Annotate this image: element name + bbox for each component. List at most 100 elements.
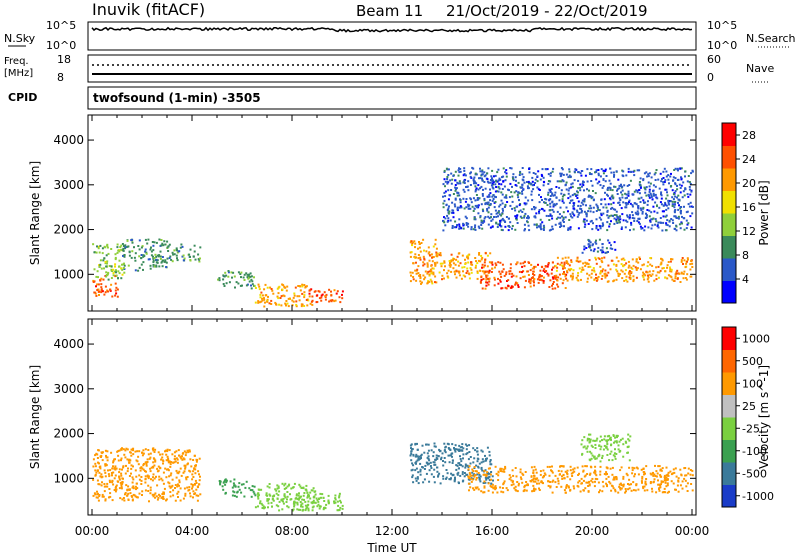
range-gate-cell <box>138 478 141 481</box>
range-gate-cell <box>237 485 240 488</box>
range-gate-cell <box>630 483 632 486</box>
range-gate-cell <box>149 248 152 251</box>
range-gate-cell <box>662 267 665 269</box>
range-gate-cell <box>573 467 576 470</box>
range-gate-cell <box>618 184 621 187</box>
range-gate-cell <box>181 455 183 458</box>
range-gate-cell <box>459 205 462 208</box>
range-gate-cell <box>674 167 677 170</box>
range-gate-cell <box>681 196 684 199</box>
range-gate-cell <box>612 214 614 217</box>
range-gate-cell <box>672 468 675 471</box>
range-gate-cell <box>585 204 587 207</box>
range-gate-cell <box>534 172 537 175</box>
range-gate-cell <box>132 453 135 456</box>
range-gate-cell <box>560 189 563 192</box>
range-gate-cell <box>615 218 618 221</box>
range-gate-cell <box>181 255 184 258</box>
range-gate-cell <box>488 450 491 453</box>
range-gate-cell <box>308 295 311 298</box>
range-gate-cell <box>680 473 683 476</box>
range-gate-cell <box>687 195 690 198</box>
range-gate-cell <box>555 276 558 279</box>
range-gate-cell <box>556 210 559 213</box>
range-gate-cell <box>561 257 564 260</box>
colorbar-swatch <box>722 439 736 463</box>
range-gate-cell <box>110 248 113 250</box>
range-gate-cell <box>541 476 544 479</box>
range-gate-cell <box>547 180 550 182</box>
range-gate-cell <box>473 180 476 183</box>
range-gate-cell <box>164 260 167 263</box>
range-gate-cell <box>442 219 444 222</box>
range-gate-cell <box>676 196 678 199</box>
range-gate-cell <box>665 466 668 469</box>
range-gate-cell <box>168 257 171 259</box>
range-gate-cell <box>505 169 508 172</box>
range-gate-cell <box>232 271 235 274</box>
range-gate-cell <box>416 459 419 462</box>
range-gate-cell <box>613 452 616 455</box>
data-region <box>254 482 318 512</box>
range-gate-cell <box>584 487 587 490</box>
range-gate-cell <box>487 215 490 218</box>
range-gate-cell <box>678 183 681 186</box>
range-gate-cell <box>450 270 453 273</box>
range-gate-cell <box>100 476 103 479</box>
range-gate-cell <box>329 299 332 302</box>
range-gate-cell <box>472 487 474 490</box>
range-gate-cell <box>523 214 526 217</box>
range-gate-cell <box>432 267 435 270</box>
range-gate-cell <box>223 480 226 483</box>
colorbar-swatch <box>722 349 736 373</box>
range-gate-cell <box>297 508 300 511</box>
range-gate-cell <box>94 462 97 465</box>
range-gate-cell <box>94 474 97 477</box>
range-gate-cell <box>622 475 625 478</box>
date-range: 21/Oct/2019 - 22/Oct/2019 <box>446 2 648 20</box>
range-gate-cell <box>601 222 604 225</box>
range-gate-cell <box>549 481 552 483</box>
range-gate-cell <box>286 302 289 305</box>
range-gate-cell <box>124 492 127 494</box>
x-tick-label: 04:00 <box>175 524 210 538</box>
range-gate-cell <box>470 201 473 204</box>
range-gate-cell <box>459 455 461 458</box>
range-gate-cell <box>454 170 457 173</box>
range-gate-cell <box>601 246 604 249</box>
range-gate-cell <box>507 279 510 282</box>
range-gate-cell <box>483 491 486 494</box>
range-gate-cell <box>454 205 457 208</box>
range-gate-cell <box>518 270 521 273</box>
range-gate-cell <box>663 181 666 183</box>
range-gate-cell <box>660 480 663 483</box>
range-gate-cell <box>442 195 444 198</box>
range-gate-cell <box>613 185 615 188</box>
range-gate-cell <box>571 276 574 279</box>
range-gate-cell <box>518 204 521 207</box>
range-gate-cell <box>155 264 158 267</box>
range-gate-cell <box>687 222 690 225</box>
range-gate-cell <box>615 264 618 267</box>
range-gate-cell <box>151 241 154 243</box>
range-gate-cell <box>103 267 105 270</box>
range-gate-cell <box>664 478 667 481</box>
range-gate-cell <box>317 500 320 503</box>
range-gate-cell <box>184 464 187 467</box>
range-gate-cell <box>100 288 103 291</box>
range-gate-cell <box>592 206 595 209</box>
range-gate-cell <box>465 272 468 274</box>
range-gate-cell <box>645 212 647 215</box>
range-gate-cell <box>461 254 464 257</box>
range-gate-cell <box>581 251 584 254</box>
range-gate-cell <box>458 252 461 255</box>
range-gate-cell <box>285 289 288 292</box>
range-gate-cell <box>165 449 167 452</box>
range-gate-cell <box>425 472 428 475</box>
range-gate-cell <box>231 276 233 279</box>
range-gate-cell <box>447 168 450 171</box>
range-gate-cell <box>503 206 506 208</box>
range-gate-cell <box>680 260 683 263</box>
range-gate-cell <box>597 257 600 260</box>
range-gate-cell <box>458 206 461 209</box>
